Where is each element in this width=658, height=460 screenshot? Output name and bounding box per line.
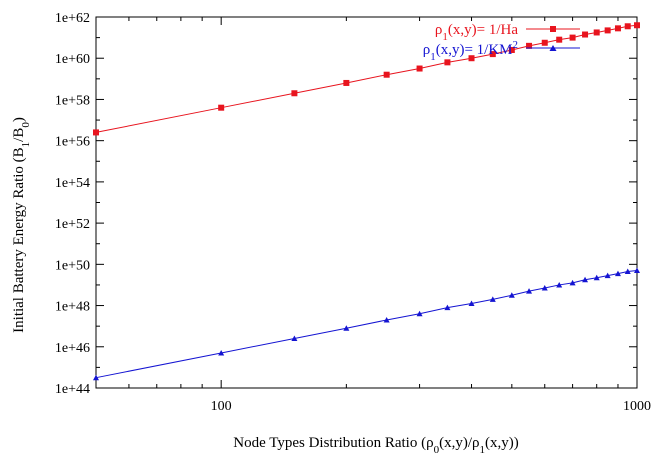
legend-ha-sub: 1 [442, 31, 448, 43]
series-line-0 [95, 24, 638, 133]
y-label-pre: Initial Battery Energy Ratio (B [11, 147, 27, 333]
data-point-s0-14 [582, 31, 589, 38]
y-label-mid: /B [11, 128, 27, 142]
data-point-s0-10 [526, 42, 533, 49]
y-tick-label-8: 1e+60 [55, 52, 90, 67]
y-tick-label-5: 1e+54 [55, 176, 90, 191]
y-tick-label-7: 1e+58 [55, 93, 90, 108]
legend-entry-km: ρ1(x,y)= 1/KM2 [423, 39, 580, 63]
y-label-sub0: 0 [20, 122, 32, 128]
y-tick-label-4: 1e+52 [55, 217, 90, 232]
data-point-s0-16 [604, 27, 611, 34]
data-point-s0-19 [634, 22, 640, 29]
data-point-s0-1 [218, 104, 225, 111]
data-point-s1-19 [634, 267, 640, 274]
x-label-rho2: ρ [472, 435, 480, 451]
data-point-s1-4 [383, 316, 390, 323]
x-axis-label: Node Types Distribution Ratio (ρ0(x,y)/ρ… [233, 435, 519, 456]
data-point-s1-1 [218, 349, 225, 356]
x-tick-label-0: 100 [211, 399, 232, 414]
data-point-s1-6 [444, 304, 451, 311]
series-layer [93, 22, 640, 381]
legend-ha-rho: ρ [435, 22, 443, 38]
data-point-s1-7 [468, 300, 475, 306]
data-point-s0-6 [444, 59, 451, 66]
x-label-sub0: 0 [434, 444, 440, 456]
data-point-s1-16 [604, 272, 611, 279]
y-tick-label-6: 1e+56 [55, 135, 90, 150]
data-point-s0-0 [93, 129, 99, 136]
data-point-s1-13 [569, 279, 576, 286]
legend-km-rho: ρ [423, 42, 431, 58]
data-point-s0-17 [614, 25, 621, 32]
data-point-s1-11 [541, 285, 548, 291]
y-label-sub1: 1 [20, 142, 32, 148]
data-point-s0-8 [489, 51, 496, 58]
data-point-s1-2 [291, 335, 298, 342]
data-point-s0-9 [508, 46, 515, 53]
y-tick-label-1: 1e+46 [55, 341, 90, 356]
legend-marker-km [549, 45, 557, 51]
x-label-post: (x,y)) [485, 435, 519, 451]
data-point-s0-5 [416, 65, 423, 72]
data-point-s0-18 [624, 23, 631, 30]
legend-label-ha: ρ1(x,y)= 1/Ha [435, 22, 518, 43]
data-point-s0-15 [593, 29, 600, 36]
axis-ticks: 1e+44 1e+46 1e+48 1e+50 1e+52 1e+54 1e+56 1e+58… [55, 11, 651, 414]
data-point-s0-2 [291, 90, 298, 97]
data-point-s0-7 [468, 55, 475, 62]
legend-km-sub: 1 [430, 51, 436, 63]
x-label-sub1: 1 [480, 444, 486, 456]
y-label-post: ) [11, 117, 27, 122]
data-point-s1-0 [93, 374, 99, 381]
data-point-s1-17 [614, 270, 621, 277]
data-point-s1-18 [624, 268, 631, 275]
legend-entry-ha: ρ1(x,y)= 1/Ha [435, 22, 580, 43]
y-tick-label-0: 1e+44 [55, 382, 90, 397]
data-point-s1-14 [582, 276, 589, 283]
y-tick-label-2: 1e+48 [55, 300, 90, 315]
data-point-s0-3 [343, 79, 350, 86]
data-point-s1-10 [526, 288, 533, 294]
x-label-mid: (x,y)/ [439, 435, 473, 451]
legend-km-rest: (x,y)= 1/KM [436, 42, 513, 58]
data-point-s1-15 [593, 274, 600, 281]
data-point-s0-13 [569, 34, 576, 41]
y-tick-label-9: 1e+62 [55, 11, 90, 26]
data-point-s1-5 [416, 310, 423, 317]
data-point-s1-9 [508, 292, 515, 298]
legend-ha-rest: (x,y)= 1/Ha [448, 22, 518, 38]
series-line-1 [95, 270, 638, 379]
data-point-s1-3 [343, 325, 350, 331]
x-label-pre: Node Types Distribution Ratio ( [233, 435, 426, 451]
data-point-s0-4 [383, 71, 390, 78]
legend-km-sup: 2 [513, 39, 519, 51]
data-point-s1-8 [489, 296, 496, 302]
legend: ρ1(x,y)= 1/Ha ρ1(x,y)= 1/KM2 [423, 22, 580, 63]
plot-frame [95, 16, 638, 389]
x-label-rho: ρ [426, 435, 434, 451]
y-axis-label: Initial Battery Energy Ratio (B1/B0) [11, 117, 32, 333]
x-tick-label-1: 1000 [623, 399, 651, 414]
data-point-s0-12 [556, 36, 563, 43]
legend-marker-ha [550, 26, 556, 32]
data-point-s0-11 [541, 39, 548, 46]
data-point-s1-12 [556, 281, 563, 288]
y-tick-label-3: 1e+50 [55, 258, 90, 273]
legend-label-km: ρ1(x,y)= 1/KM2 [423, 39, 518, 63]
